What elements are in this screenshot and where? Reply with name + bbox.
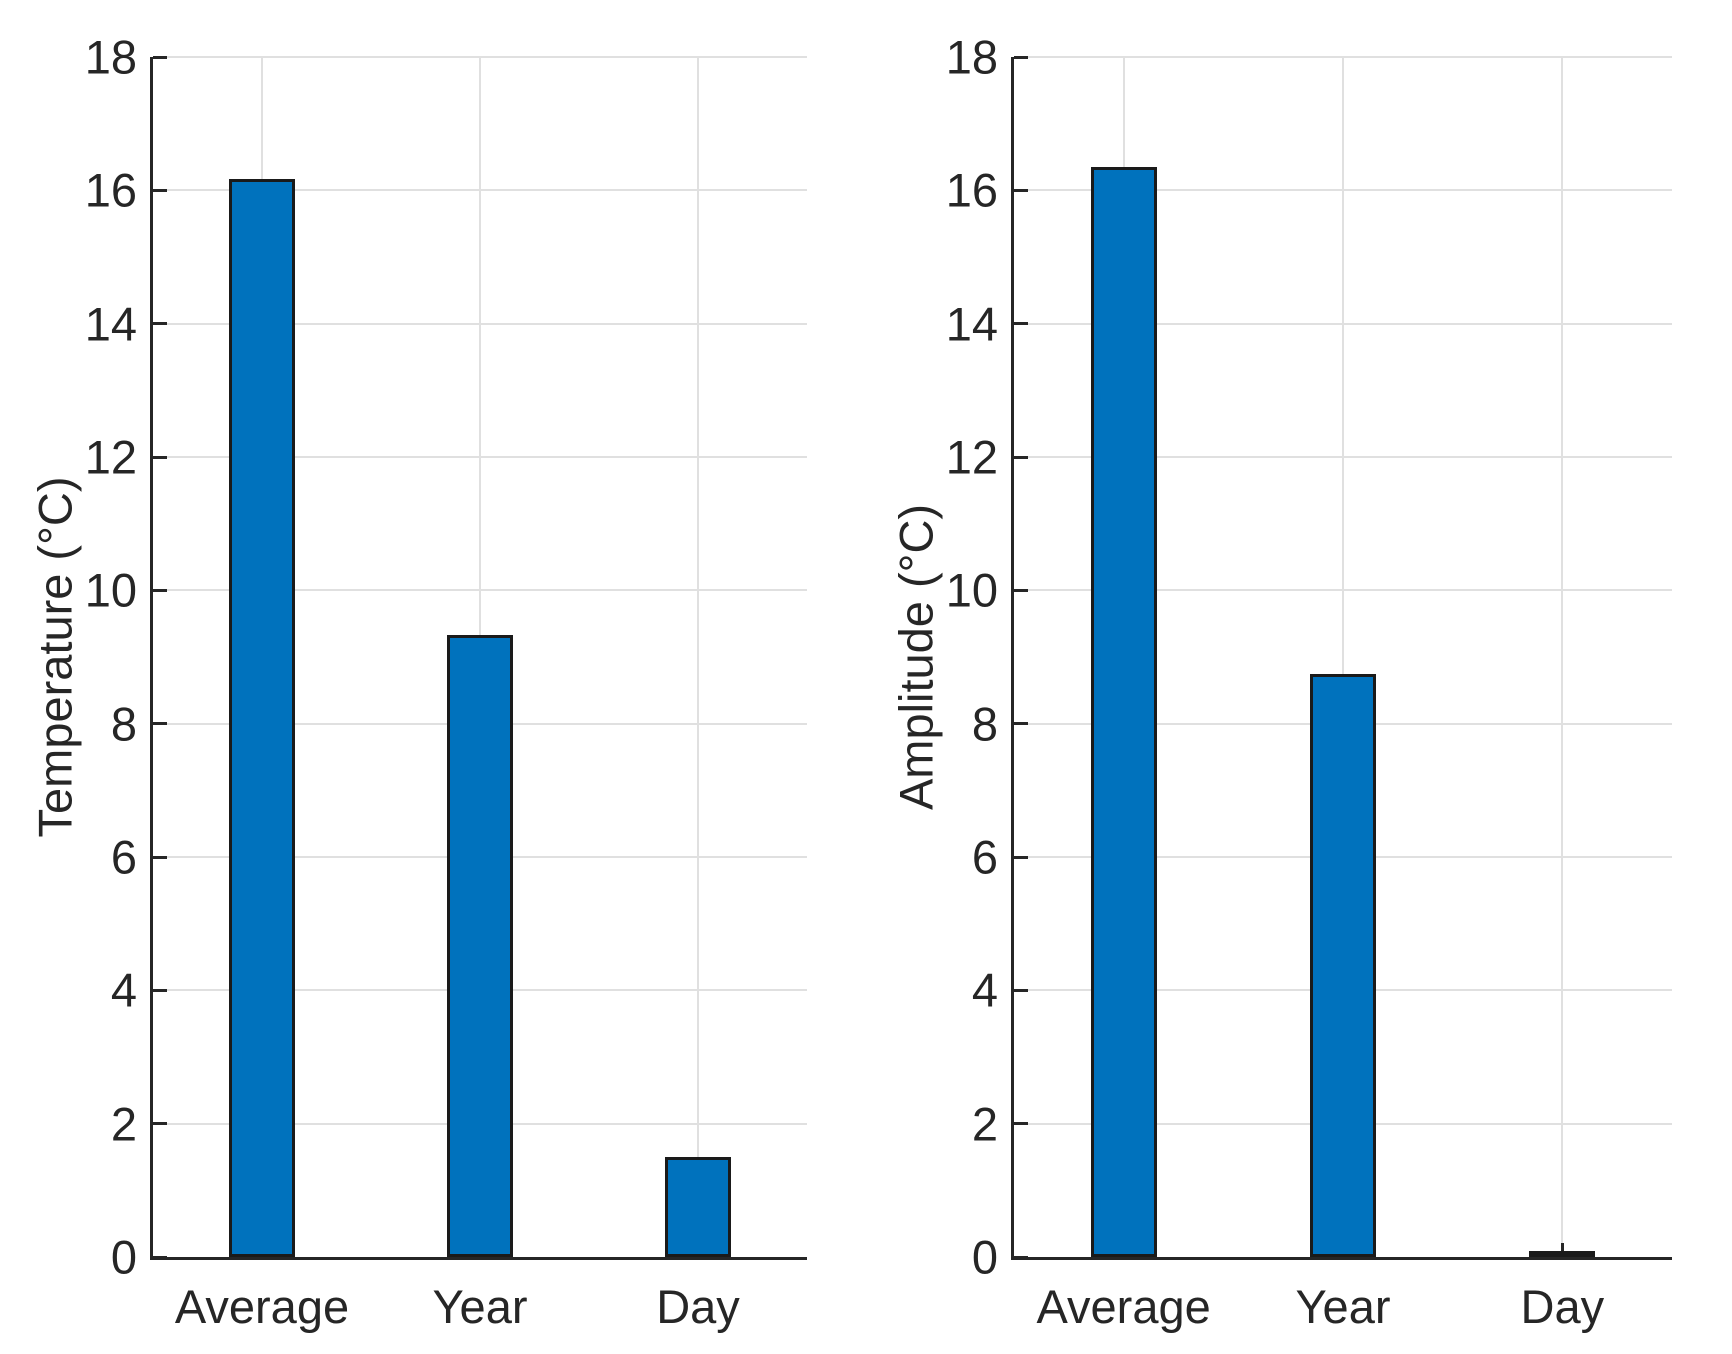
y-tick-label: 14 bbox=[84, 297, 137, 351]
bar-year bbox=[1310, 674, 1376, 1257]
x-tick-label: Average bbox=[1036, 1280, 1211, 1333]
bar-day bbox=[1529, 1251, 1596, 1257]
y-axis-label: Temperature (°C) bbox=[28, 476, 82, 838]
x-tick-label: Day bbox=[656, 1280, 740, 1333]
y-tick-mark bbox=[1014, 588, 1028, 592]
y-tick-mark bbox=[153, 55, 167, 59]
y-tick-mark bbox=[1014, 322, 1028, 326]
bar-average bbox=[1090, 167, 1157, 1257]
y-tick-label: 12 bbox=[945, 430, 998, 484]
horizontal-gridline bbox=[153, 56, 807, 58]
bar-day bbox=[665, 1157, 731, 1257]
y-tick-label: 18 bbox=[84, 30, 137, 84]
vertical-gridline bbox=[1561, 57, 1564, 1257]
x-tick-label: Year bbox=[432, 1280, 528, 1333]
y-tick-label: 6 bbox=[110, 830, 137, 884]
y-tick-label: 10 bbox=[945, 563, 998, 617]
x-tick-mark bbox=[1560, 1243, 1564, 1257]
y-tick-mark bbox=[153, 1255, 167, 1259]
y-tick-label: 2 bbox=[971, 1097, 998, 1151]
y-tick-label: 14 bbox=[945, 297, 998, 351]
y-tick-mark bbox=[153, 188, 167, 192]
plot-area-temperature: Temperature (°C) 0 2 4 6 8 10 12 14 16 18 Average Y… bbox=[29, 34, 807, 1330]
bar-year bbox=[447, 635, 513, 1257]
y-tick-label: 16 bbox=[84, 163, 137, 217]
y-tick-label: 4 bbox=[971, 963, 998, 1017]
x-tick-label: Year bbox=[1295, 1280, 1391, 1333]
plot-area-amplitude: Amplitude (°C) 0 2 4 6 8 10 12 14 16 18 Average Yea… bbox=[890, 34, 1672, 1330]
y-axis-label: Amplitude (°C) bbox=[889, 503, 943, 811]
y-tick-mark bbox=[1014, 855, 1028, 859]
y-tick-label: 4 bbox=[110, 963, 137, 1017]
y-tick-label: 6 bbox=[971, 830, 998, 884]
y-tick-mark bbox=[153, 855, 167, 859]
y-tick-label: 2 bbox=[110, 1097, 137, 1151]
y-tick-mark bbox=[1014, 55, 1028, 59]
y-tick-mark bbox=[1014, 988, 1028, 992]
y-tick-mark bbox=[1014, 188, 1028, 192]
bar-average bbox=[229, 179, 295, 1257]
y-tick-mark bbox=[153, 988, 167, 992]
y-tick-label: 0 bbox=[110, 1230, 137, 1284]
y-tick-mark bbox=[153, 455, 167, 459]
y-tick-label: 8 bbox=[971, 697, 998, 751]
x-tick-label: Average bbox=[174, 1280, 350, 1333]
y-tick-label: 0 bbox=[971, 1230, 998, 1284]
y-tick-mark bbox=[1014, 455, 1028, 459]
y-tick-mark bbox=[153, 322, 167, 326]
x-tick-label: Day bbox=[1520, 1280, 1605, 1333]
y-tick-mark bbox=[1014, 1122, 1028, 1126]
y-tick-mark bbox=[153, 722, 167, 726]
y-tick-label: 10 bbox=[84, 563, 137, 617]
vertical-gridline bbox=[697, 57, 699, 1257]
y-tick-label: 12 bbox=[84, 430, 137, 484]
y-tick-mark bbox=[153, 1122, 167, 1126]
y-tick-label: 8 bbox=[110, 697, 137, 751]
y-tick-mark bbox=[153, 588, 167, 592]
y-tick-mark bbox=[1014, 722, 1028, 726]
horizontal-gridline bbox=[1014, 56, 1672, 58]
y-tick-mark bbox=[1014, 1255, 1028, 1259]
y-tick-label: 18 bbox=[945, 30, 998, 84]
y-tick-label: 16 bbox=[945, 163, 998, 217]
